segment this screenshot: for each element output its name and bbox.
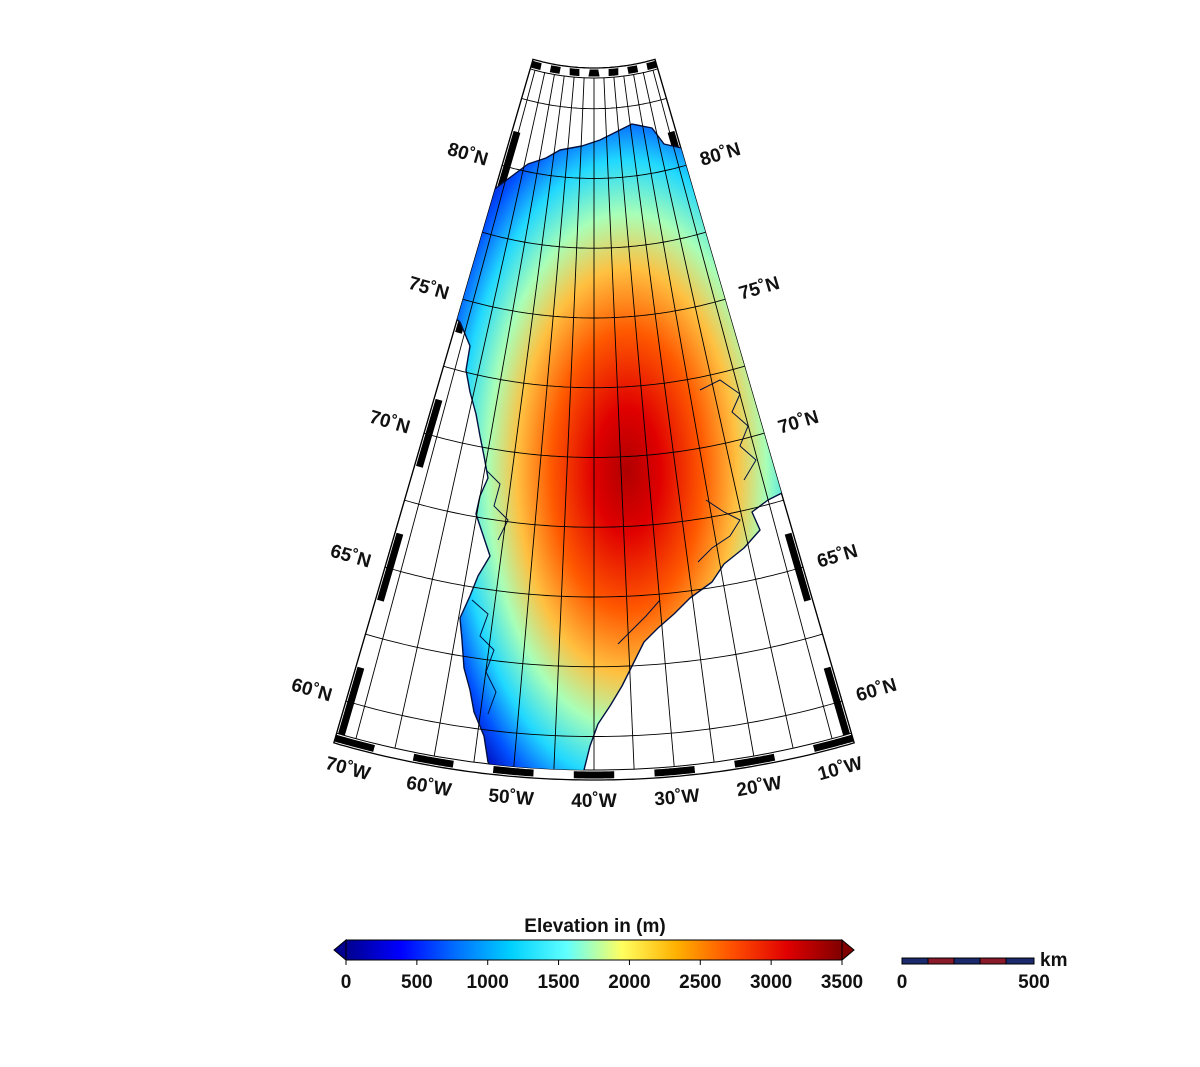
frame-tick-side [377, 532, 404, 602]
longitude-label: 10˚W [816, 753, 865, 785]
parallel-line [423, 432, 765, 458]
scale-bar-start: 0 [897, 972, 908, 993]
frame-tick-side [823, 666, 850, 736]
frame-tick-side [338, 666, 365, 736]
parallel-line [345, 700, 843, 737]
colorbar-tick-label: 2000 [608, 972, 650, 993]
longitude-label: 20˚W [735, 773, 783, 802]
colorbar-tick-label: 1000 [467, 972, 509, 993]
meridian-line [553, 77, 585, 770]
latitude-label: 60˚N [289, 675, 334, 707]
colorbar-title: Elevation in (m) [524, 916, 665, 937]
scale-bar-seg-3 [953, 957, 981, 965]
frame-tick-bottom [813, 734, 854, 752]
meridian-line [394, 72, 546, 749]
latitude-label: 65˚N [815, 541, 860, 573]
colorbar-tick-label: 2500 [679, 972, 721, 993]
colorbar-ticks: 0 500 1000 1500 2000 2500 3000 3500 [341, 960, 863, 993]
latitude-label: 70˚N [367, 407, 412, 439]
latitude-label: 65˚N [328, 541, 373, 573]
meridian-line [623, 75, 715, 763]
colorbar-under-triangle [333, 938, 347, 962]
colorbar-tick-label: 500 [401, 972, 433, 993]
frame-tick-top [549, 65, 561, 74]
colorbar-tick-label: 0 [341, 972, 352, 993]
frame-tick-top [569, 68, 580, 76]
frame-tick-top [530, 60, 542, 71]
scale-bar-seg-4 [979, 957, 1007, 965]
meridian-line [642, 72, 794, 749]
parallel-line [462, 298, 726, 319]
scale-bar-unit: km [1040, 950, 1067, 971]
longitude-label: 60˚W [405, 773, 453, 802]
frame-tick-bottom [412, 753, 454, 768]
frame-tick-top [646, 60, 658, 71]
latitude-label: 80˚N [698, 139, 743, 171]
parallel-line [365, 633, 823, 668]
latitude-label: 60˚N [854, 675, 899, 707]
latitude-label: 75˚N [737, 273, 782, 305]
scale-bar-end: 500 [1018, 972, 1050, 993]
latitude-label: 80˚N [445, 139, 490, 171]
meridian-line [652, 70, 833, 739]
meridian-line [603, 77, 635, 770]
colorbar-tick-label: 1500 [537, 972, 579, 993]
parallel-line [501, 164, 687, 179]
frame-tick-bottom [654, 766, 696, 777]
coast-fjords-east [617, 379, 757, 645]
frame-tick-top [627, 65, 639, 74]
longitude-label: 30˚W [653, 785, 700, 810]
frame-tick-top [608, 68, 619, 76]
parallel-line [521, 97, 667, 110]
latitude-label: 70˚N [776, 407, 821, 439]
longitude-label: 50˚W [488, 785, 535, 810]
parallel-line [482, 231, 706, 249]
parallel-line [384, 566, 804, 598]
parallel-line [404, 499, 784, 528]
meridian-line [513, 77, 575, 767]
meridian-line [355, 70, 536, 739]
scale-bar: km 0 500 [897, 950, 1068, 993]
longitude-labels: 70˚W 60˚W 50˚W 40˚W 30˚W 20˚W 10˚W [323, 753, 865, 812]
scale-bar-seg-5 [1005, 957, 1035, 965]
frame-tick-side [416, 398, 443, 468]
meridian-line [473, 75, 565, 763]
frame-tick-side [784, 532, 811, 602]
graticule-lines [345, 70, 843, 770]
frame-tick-bottom [492, 766, 534, 777]
colorbar-gradient [345, 939, 843, 961]
colorbar-tick-label: 3000 [750, 972, 792, 993]
scale-bar-seg-1 [901, 957, 929, 965]
colorbar: Elevation in (m) 0 500 1000 1500 2000 2500 300… [333, 916, 863, 993]
colorbar-over-triangle [841, 938, 855, 962]
longitude-label: 40˚W [571, 791, 616, 812]
meridian-line [613, 77, 675, 767]
frame-tick-bottom [734, 753, 776, 768]
meridian-line [633, 74, 755, 757]
frame-tick-bottom [334, 734, 375, 752]
latitude-label: 75˚N [406, 273, 451, 305]
colorbar-tick-label: 3500 [821, 972, 863, 993]
scale-bar-seg-2 [927, 957, 955, 965]
meridian-line [433, 74, 555, 757]
longitude-label: 70˚W [323, 753, 372, 785]
parallel-line [443, 365, 745, 389]
